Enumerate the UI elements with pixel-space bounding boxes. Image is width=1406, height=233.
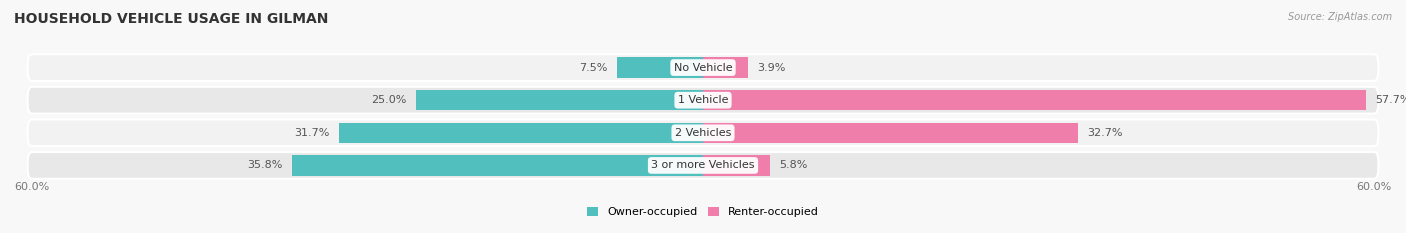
Text: 60.0%: 60.0% bbox=[1357, 182, 1392, 192]
FancyBboxPatch shape bbox=[28, 152, 1378, 179]
Text: 1 Vehicle: 1 Vehicle bbox=[678, 95, 728, 105]
Bar bbox=[292, 155, 703, 175]
Bar bbox=[339, 123, 703, 143]
Bar bbox=[617, 58, 703, 78]
Text: 32.7%: 32.7% bbox=[1088, 128, 1123, 138]
FancyBboxPatch shape bbox=[28, 54, 1378, 81]
Text: Source: ZipAtlas.com: Source: ZipAtlas.com bbox=[1288, 12, 1392, 22]
FancyBboxPatch shape bbox=[28, 87, 1378, 113]
Text: 3.9%: 3.9% bbox=[756, 63, 786, 72]
Bar bbox=[703, 90, 1365, 110]
Bar bbox=[703, 155, 769, 175]
Text: HOUSEHOLD VEHICLE USAGE IN GILMAN: HOUSEHOLD VEHICLE USAGE IN GILMAN bbox=[14, 12, 329, 26]
Text: 25.0%: 25.0% bbox=[371, 95, 406, 105]
Text: 57.7%: 57.7% bbox=[1375, 95, 1406, 105]
Text: 5.8%: 5.8% bbox=[779, 161, 807, 170]
FancyBboxPatch shape bbox=[28, 120, 1378, 146]
Text: 31.7%: 31.7% bbox=[294, 128, 330, 138]
Bar bbox=[416, 90, 703, 110]
Text: 7.5%: 7.5% bbox=[579, 63, 607, 72]
Bar bbox=[703, 123, 1078, 143]
Text: 35.8%: 35.8% bbox=[247, 161, 283, 170]
Bar bbox=[703, 58, 748, 78]
Text: 2 Vehicles: 2 Vehicles bbox=[675, 128, 731, 138]
Text: No Vehicle: No Vehicle bbox=[673, 63, 733, 72]
Text: 3 or more Vehicles: 3 or more Vehicles bbox=[651, 161, 755, 170]
Legend: Owner-occupied, Renter-occupied: Owner-occupied, Renter-occupied bbox=[582, 202, 824, 222]
Text: 60.0%: 60.0% bbox=[14, 182, 49, 192]
